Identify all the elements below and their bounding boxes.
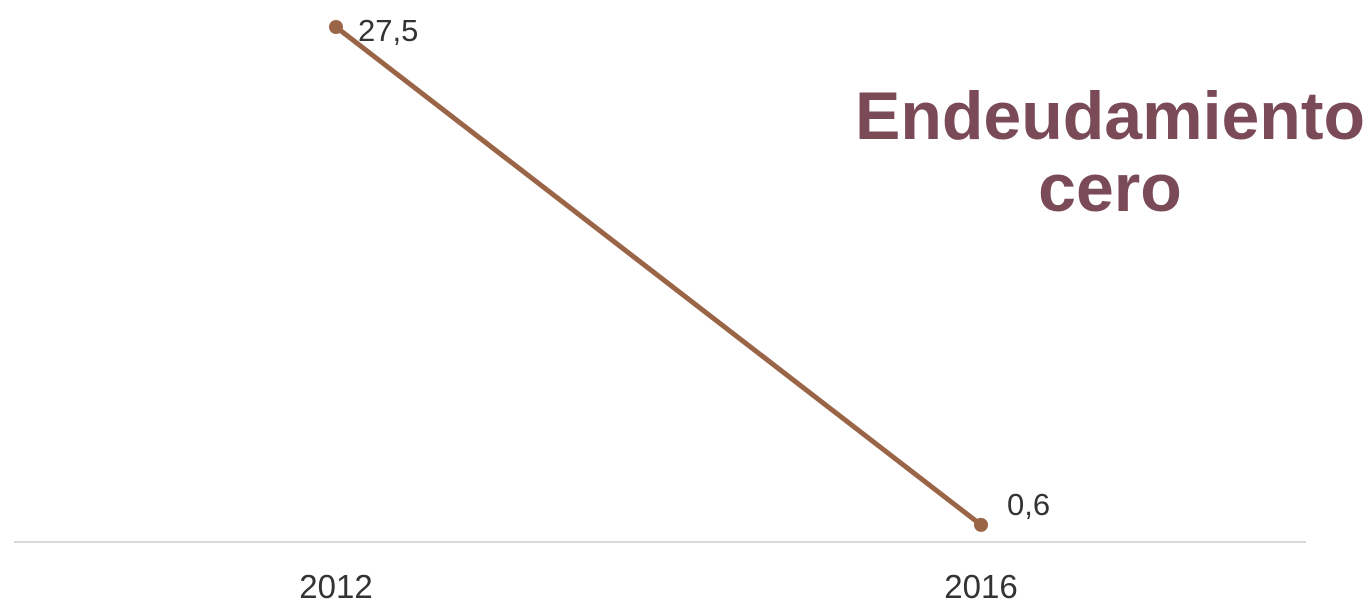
chart-title: Endeudamiento cero — [850, 80, 1369, 224]
label-layer: 27,5 0,6 — [358, 13, 1050, 522]
series-layer — [329, 20, 988, 532]
data-point-2016 — [974, 517, 988, 532]
data-point-2012 — [329, 20, 343, 34]
data-label-2012: 27,5 — [358, 13, 418, 48]
x-tick-label-2012: 2012 — [299, 568, 372, 601]
x-tick-label-2016: 2016 — [944, 568, 1017, 601]
chart-title-line-1: Endeudamiento — [854, 78, 1366, 154]
chart-title-line-2: cero — [1038, 150, 1182, 226]
data-label-2016: 0,6 — [1007, 487, 1050, 522]
series-line — [333, 24, 984, 528]
tick-layer: 2012 2016 — [299, 568, 1017, 601]
